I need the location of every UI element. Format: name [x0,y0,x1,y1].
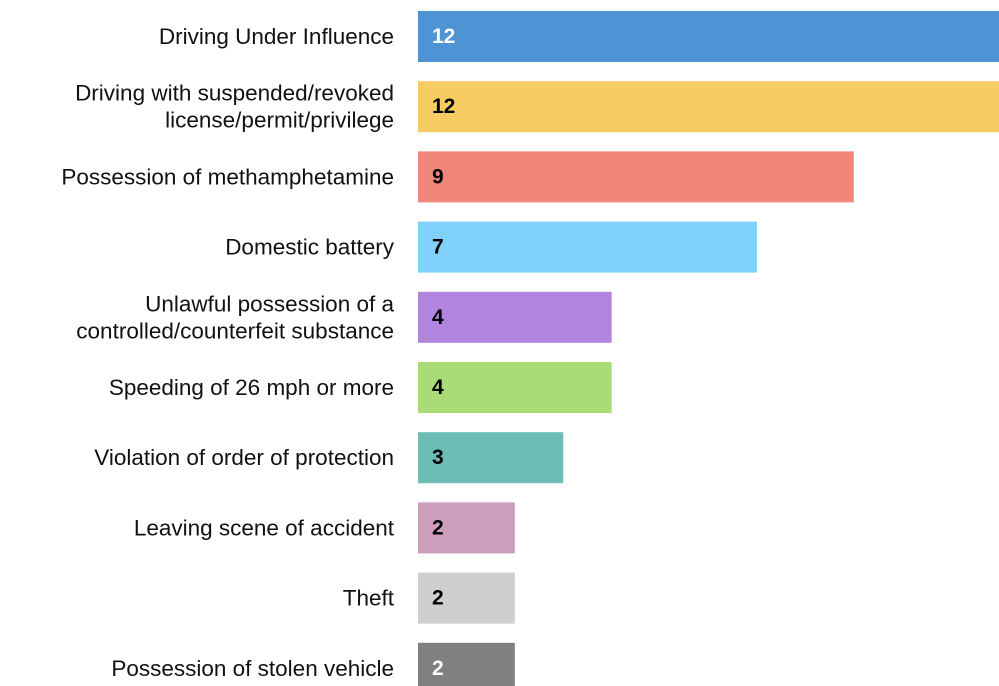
value-label: 12 [432,95,455,118]
category-label: Unlawful possession of a controlled/count… [76,291,394,343]
value-label: 4 [432,376,444,399]
bar-row: Possession of stolen vehicle 2 [111,642,515,686]
bar [418,362,612,413]
bar-row: Driving Under Influence 12 [159,11,999,62]
category-label-line: Domestic battery [225,235,395,260]
bar-row: Possession of methamphetamine 9 [61,151,854,203]
bar [418,11,999,62]
bar-row: Violation of order of protection 3 [94,432,564,484]
bar [418,81,999,133]
bar-row: Leaving scene of accident 2 [134,502,515,554]
category-label: Speeding of 26 mph or more [109,375,394,400]
category-label-line: Unlawful possession of a [145,291,394,316]
bar-row: Domestic battery 7 [225,221,757,273]
bar [418,432,564,484]
bar [418,502,515,554]
value-label: 3 [432,446,444,469]
category-label-line: controlled/counterfeit substance [76,318,394,343]
category-label: Violation of order of protection [94,445,394,470]
value-label: 2 [432,587,444,610]
category-label: Theft [343,586,395,611]
value-label: 7 [432,236,444,259]
category-label-line: Violation of order of protection [94,445,394,470]
category-label: Possession of stolen vehicle [111,656,394,681]
value-label: 9 [432,165,444,188]
bar [418,221,757,273]
category-label: Driving Under Influence [159,24,394,49]
bar [418,291,612,343]
bar-row: Speeding of 26 mph or more 4 [109,362,612,413]
value-label: 2 [432,516,444,539]
value-label: 12 [432,25,455,48]
category-label-line: Driving Under Influence [159,24,394,49]
category-label-line: license/permit/privilege [165,108,394,133]
bar-row: Theft 2 [343,572,515,624]
bar-row: Unlawful possession of a controlled/count… [76,291,612,343]
category-label-line: Possession of methamphetamine [61,164,394,189]
category-label-line: Theft [343,586,395,611]
category-label-line: Driving with suspended/revoked [75,81,394,106]
category-label: Domestic battery [225,235,395,260]
category-label: Possession of methamphetamine [61,164,394,189]
category-label-line: Possession of stolen vehicle [111,656,394,681]
category-label-line: Speeding of 26 mph or more [109,375,394,400]
bar [418,151,854,203]
value-label: 2 [432,657,444,680]
category-label: Driving with suspended/revoked license/pe… [75,81,394,133]
bar-row: Driving with suspended/revoked license/pe… [75,81,999,133]
category-label: Leaving scene of accident [134,515,395,540]
value-label: 4 [432,306,444,329]
bar [418,572,515,624]
bar [418,642,515,686]
category-label-line: Leaving scene of accident [134,515,395,540]
